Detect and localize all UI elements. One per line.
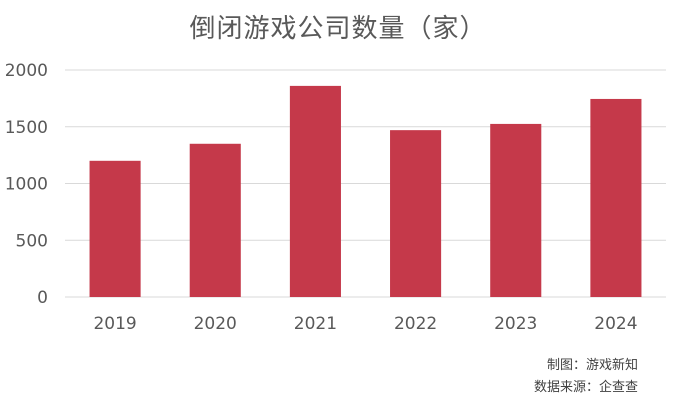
x-tick-label: 2020 <box>194 314 237 334</box>
bar-2021 <box>289 85 341 297</box>
bar-2023 <box>490 123 542 297</box>
x-tick-label: 2023 <box>494 314 537 334</box>
gridlines <box>65 69 666 298</box>
bar-2019 <box>89 160 141 297</box>
chart-credit: 制图：游戏新知 <box>546 358 638 373</box>
y-tick-label: 1500 <box>5 118 48 138</box>
x-axis-ticks: 2019 2020 2021 2022 2023 2024 <box>93 314 637 334</box>
x-tick-label: 2024 <box>594 314 637 334</box>
y-tick-label: 1000 <box>5 175 48 195</box>
y-tick-label: 0 <box>37 288 48 308</box>
bar-2020 <box>189 143 241 297</box>
x-tick-label: 2021 <box>294 314 337 334</box>
bar-2022 <box>390 130 442 297</box>
y-tick-label: 2000 <box>5 61 48 81</box>
y-tick-label: 500 <box>16 231 48 251</box>
bars <box>89 85 642 297</box>
bar-2024 <box>590 98 642 297</box>
x-tick-label: 2019 <box>93 314 136 334</box>
chart-title: 倒闭游戏公司数量（家） <box>189 14 487 44</box>
data-source: 数据来源：企查查 <box>533 380 638 395</box>
x-tick-label: 2022 <box>394 314 437 334</box>
y-axis-ticks: 0 500 1000 1500 2000 <box>5 61 48 308</box>
